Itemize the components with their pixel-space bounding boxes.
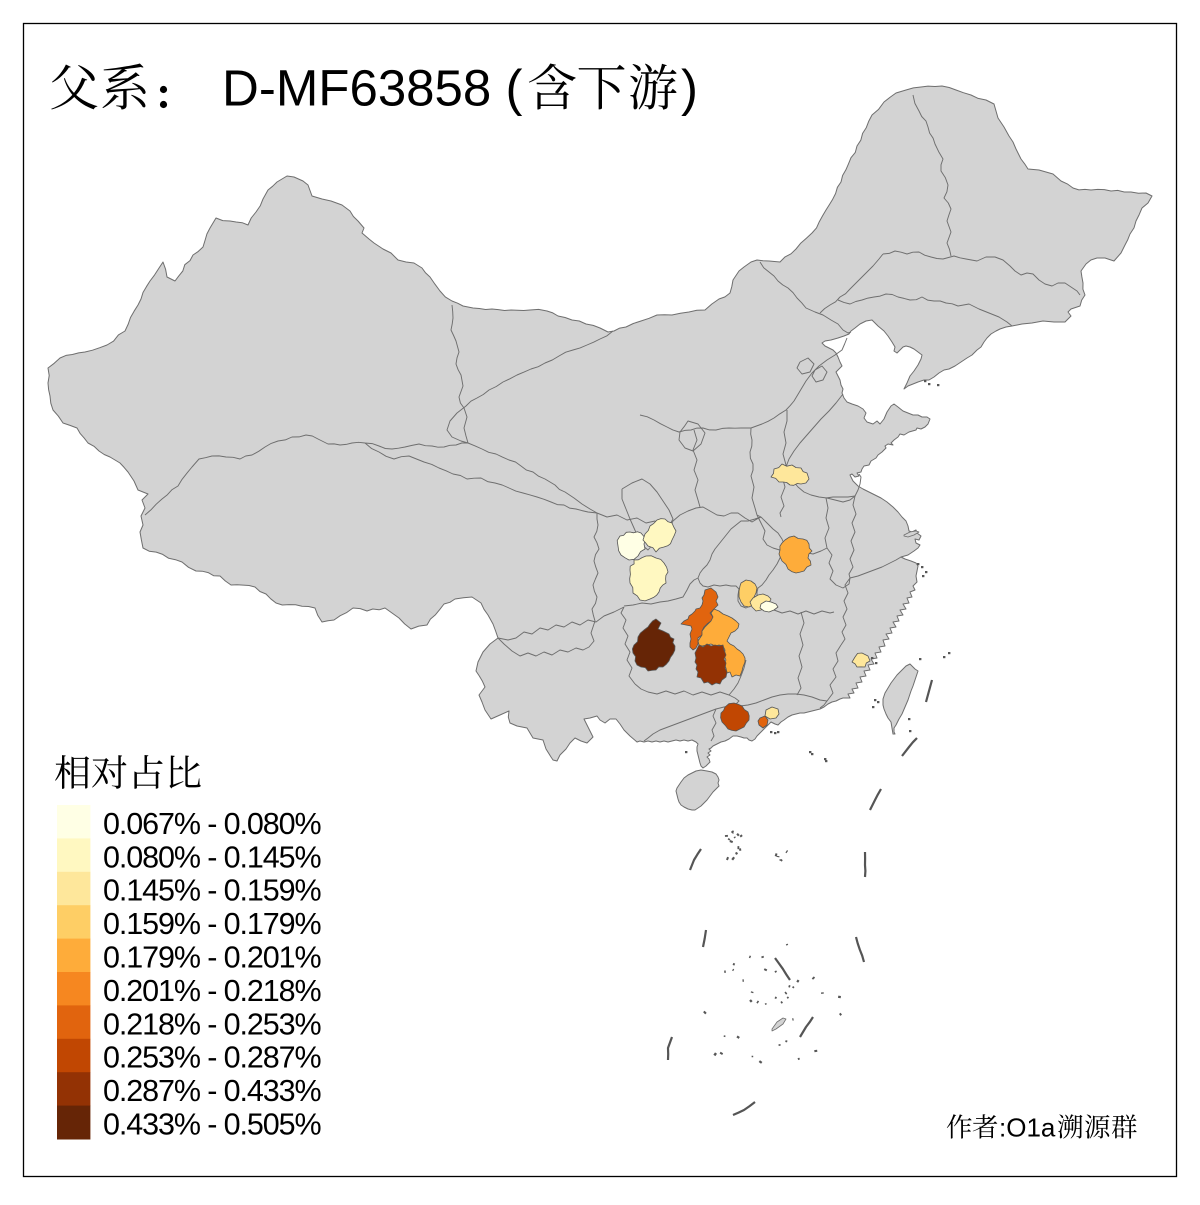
svg-text:0.067% - 0.080%: 0.067% - 0.080% <box>103 807 321 841</box>
svg-text:0.433% - 0.505%: 0.433% - 0.505% <box>103 1108 321 1142</box>
svg-text:0.080% - 0.145%: 0.080% - 0.145% <box>103 840 321 874</box>
svg-text:0.287% - 0.433%: 0.287% - 0.433% <box>103 1074 321 1108</box>
svg-text:0.253% - 0.287%: 0.253% - 0.287% <box>103 1041 321 1075</box>
svg-text:): ) <box>681 60 698 117</box>
svg-text:0.218% - 0.253%: 0.218% - 0.253% <box>103 1007 321 1041</box>
svg-text::O1a: :O1a <box>999 1113 1056 1143</box>
svg-text:0.145% - 0.159%: 0.145% - 0.159% <box>103 874 321 908</box>
svg-text:0.159% - 0.179%: 0.159% - 0.179% <box>103 907 321 941</box>
svg-text:D-MF63858 (: D-MF63858 ( <box>222 60 522 117</box>
svg-text:0.179% - 0.201%: 0.179% - 0.201% <box>103 941 321 975</box>
svg-text:0.201% - 0.218%: 0.201% - 0.218% <box>103 974 321 1008</box>
